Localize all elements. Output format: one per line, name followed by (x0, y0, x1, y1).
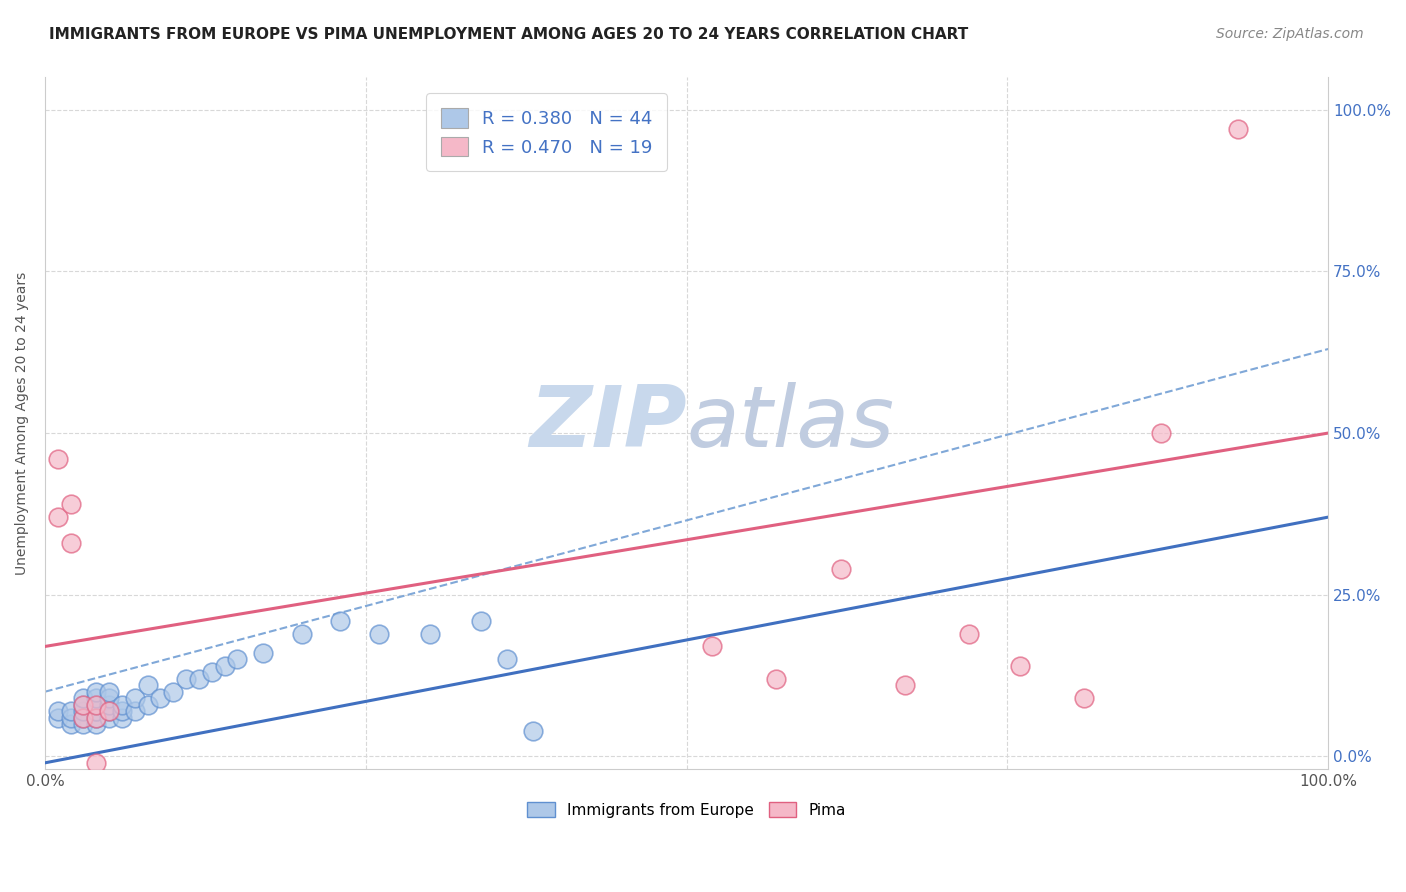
Point (329, 614, 352, 628)
Point (124, 704, 146, 718)
Point (46, 704, 69, 718)
Y-axis label: Unemployment Among Ages 20 to 24 years: Unemployment Among Ages 20 to 24 years (15, 272, 30, 575)
Point (111, 704, 134, 718)
Point (84, 704, 107, 718)
Point (1227, 122, 1250, 136)
Point (59, 717, 82, 731)
Point (702, 640, 724, 654)
Point (84, 698, 107, 712)
Point (765, 672, 787, 686)
Point (98, 704, 121, 718)
Point (98, 704, 121, 718)
Point (46, 510, 69, 524)
Point (214, 658, 236, 673)
Point (893, 678, 915, 692)
Point (72, 698, 94, 712)
Point (98, 710, 121, 724)
Point (1150, 426, 1173, 441)
Text: atlas: atlas (686, 382, 894, 465)
Point (59, 497, 82, 511)
Text: IMMIGRANTS FROM EUROPE VS PIMA UNEMPLOYMENT AMONG AGES 20 TO 24 YEARS CORRELATIO: IMMIGRANTS FROM EUROPE VS PIMA UNEMPLOYM… (49, 27, 969, 42)
Point (522, 723, 544, 738)
Point (59, 704, 82, 718)
Point (174, 672, 197, 686)
Point (72, 691, 94, 706)
Point (72, 717, 94, 731)
Point (72, 710, 94, 724)
Point (84, 717, 107, 731)
Point (470, 614, 492, 628)
Point (98, 691, 121, 706)
Point (226, 652, 249, 666)
Point (149, 691, 172, 706)
Point (136, 698, 159, 712)
Text: ZIP: ZIP (529, 382, 686, 465)
Point (957, 626, 980, 640)
Point (72, 704, 94, 718)
Point (46, 452, 69, 467)
Point (1073, 691, 1095, 706)
Point (111, 710, 134, 724)
Point (72, 710, 94, 724)
Point (72, 698, 94, 712)
Point (98, 698, 121, 712)
Point (124, 691, 146, 706)
Point (84, 710, 107, 724)
Point (84, 698, 107, 712)
Point (188, 672, 211, 686)
Point (59, 710, 82, 724)
Point (252, 646, 274, 660)
Text: Source: ZipAtlas.com: Source: ZipAtlas.com (1216, 27, 1364, 41)
Point (136, 678, 159, 692)
Point (84, 691, 107, 706)
Point (1010, 658, 1032, 673)
Point (111, 698, 134, 712)
Point (46, 710, 69, 724)
Point (830, 562, 852, 576)
Point (84, 684, 107, 698)
Point (367, 626, 389, 640)
Point (201, 665, 224, 680)
Point (59, 536, 82, 550)
Point (98, 684, 121, 698)
Legend: Immigrants from Europe, Pima: Immigrants from Europe, Pima (522, 796, 852, 824)
Point (496, 652, 519, 666)
Point (84, 756, 107, 770)
Point (84, 704, 107, 718)
Point (162, 684, 184, 698)
Point (84, 710, 107, 724)
Point (419, 626, 441, 640)
Point (291, 626, 314, 640)
